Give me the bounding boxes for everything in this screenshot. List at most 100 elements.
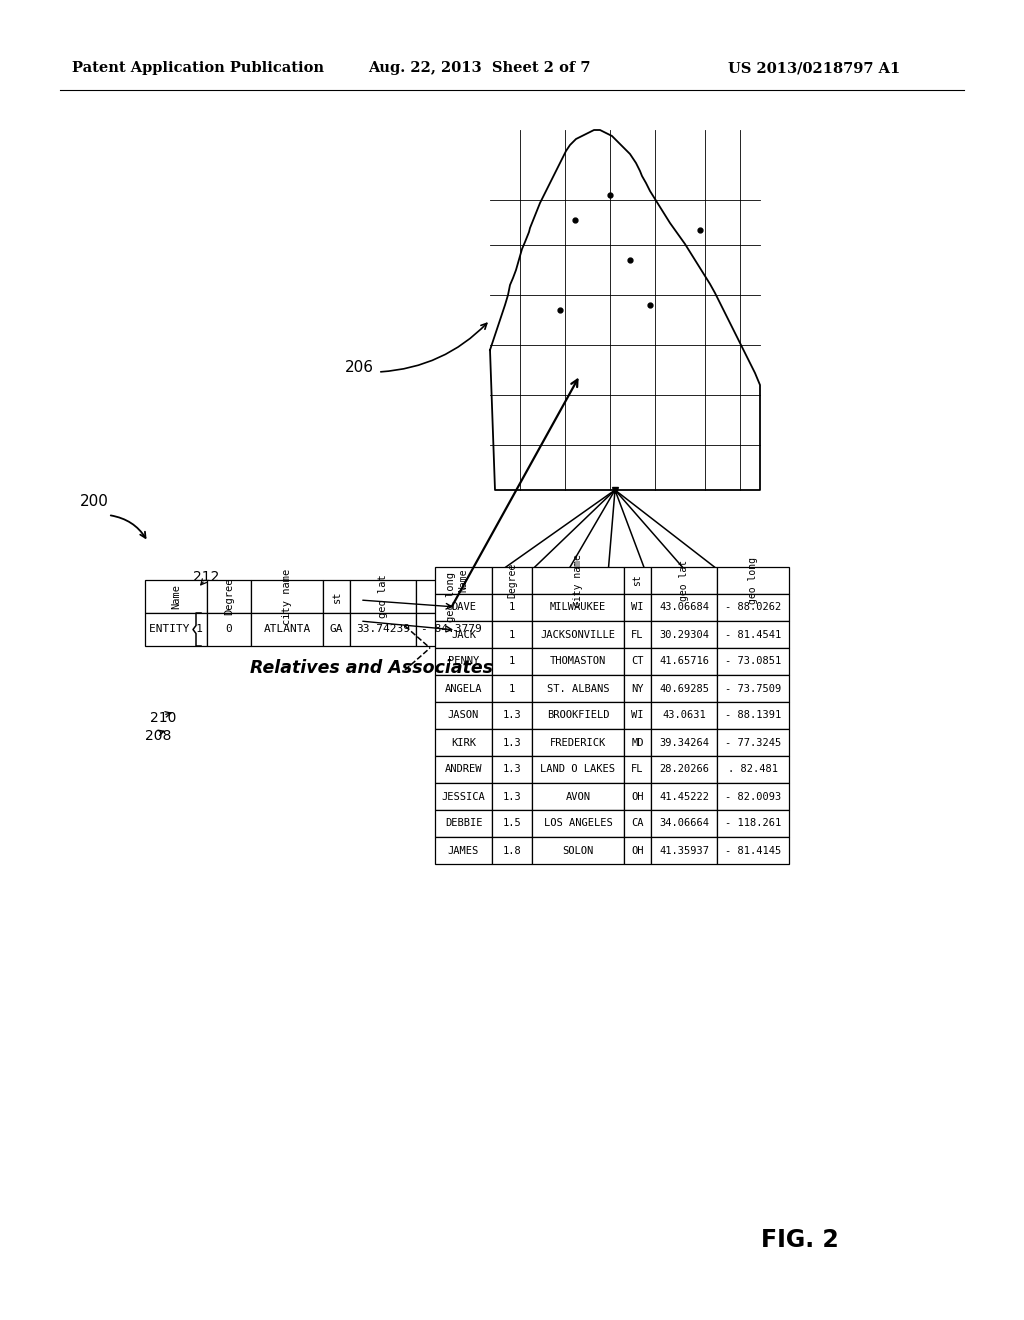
Text: DAVE: DAVE [451, 602, 476, 612]
Bar [207, 612, 251, 645]
Text: Patent Application Publication: Patent Application Publication [72, 61, 324, 75]
Bar [624, 568, 651, 594]
Text: geo lat: geo lat [378, 574, 388, 618]
Bar [416, 612, 486, 645]
Text: ST. ALBANS: ST. ALBANS [547, 684, 609, 693]
Text: 1.5: 1.5 [503, 818, 521, 829]
Text: JAMES: JAMES [447, 846, 479, 855]
Bar [624, 620, 651, 648]
Text: GA: GA [330, 624, 343, 635]
Text: 212: 212 [193, 570, 219, 583]
Bar [492, 702, 532, 729]
Text: 0: 0 [225, 624, 232, 635]
Text: NY: NY [631, 684, 644, 693]
Text: - 88.0262: - 88.0262 [725, 602, 781, 612]
Bar [492, 620, 532, 648]
Text: Name: Name [459, 569, 469, 593]
Bar [717, 594, 790, 620]
Bar [624, 594, 651, 620]
Bar [717, 620, 790, 648]
Text: 1.8: 1.8 [503, 846, 521, 855]
Text: - 73.0851: - 73.0851 [725, 656, 781, 667]
Bar [624, 837, 651, 865]
Text: AVON: AVON [565, 792, 591, 801]
Text: 208: 208 [145, 729, 171, 743]
Bar [532, 648, 624, 675]
Text: - 118.261: - 118.261 [725, 818, 781, 829]
Text: Degree: Degree [224, 578, 234, 615]
Bar [435, 594, 492, 620]
Text: LOS ANGELES: LOS ANGELES [544, 818, 612, 829]
Text: DEBBIE: DEBBIE [444, 818, 482, 829]
Bar [717, 568, 790, 594]
Text: 1.3: 1.3 [503, 792, 521, 801]
Text: Aug. 22, 2013  Sheet 2 of 7: Aug. 22, 2013 Sheet 2 of 7 [368, 61, 591, 75]
Bar [717, 837, 790, 865]
Bar [624, 756, 651, 783]
Text: SOLON: SOLON [562, 846, 594, 855]
Text: FL: FL [631, 764, 644, 775]
Text: 206: 206 [345, 360, 374, 375]
Bar [651, 729, 717, 756]
Bar [717, 702, 790, 729]
Bar [435, 783, 492, 810]
Bar [651, 620, 717, 648]
Text: ATLANTA: ATLANTA [263, 624, 310, 635]
Text: 1.3: 1.3 [503, 710, 521, 721]
Bar [435, 702, 492, 729]
Bar [435, 837, 492, 865]
Bar [651, 594, 717, 620]
Text: CT: CT [631, 656, 644, 667]
Text: city name: city name [282, 569, 292, 624]
Text: WI: WI [631, 602, 644, 612]
Text: 1.3: 1.3 [503, 738, 521, 747]
Bar [651, 810, 717, 837]
Bar [435, 568, 492, 594]
Text: Relatives and Associates: Relatives and Associates [250, 659, 493, 677]
Text: Degree: Degree [507, 562, 517, 598]
Bar [532, 675, 624, 702]
Bar [624, 783, 651, 810]
Bar [435, 810, 492, 837]
Bar [207, 579, 251, 612]
Bar [490, 129, 760, 490]
Bar [492, 594, 532, 620]
Text: 202: 202 [362, 589, 388, 603]
Text: BROOKFIELD: BROOKFIELD [547, 710, 609, 721]
Text: geo long: geo long [446, 572, 456, 622]
Text: 43.06684: 43.06684 [659, 602, 709, 612]
Bar [416, 579, 486, 612]
Text: LAND O LAKES: LAND O LAKES [541, 764, 615, 775]
Text: 40.69285: 40.69285 [659, 684, 709, 693]
Bar [145, 579, 207, 612]
Text: OH: OH [631, 792, 644, 801]
Text: . 82.481: . 82.481 [728, 764, 778, 775]
Text: 41.35937: 41.35937 [659, 846, 709, 855]
Text: - 73.7509: - 73.7509 [725, 684, 781, 693]
Text: 204: 204 [362, 609, 388, 623]
Bar [492, 810, 532, 837]
Bar [350, 579, 416, 612]
Text: CA: CA [631, 818, 644, 829]
Text: US 2013/0218797 A1: US 2013/0218797 A1 [728, 61, 900, 75]
Text: - 82.0093: - 82.0093 [725, 792, 781, 801]
Text: JASON: JASON [447, 710, 479, 721]
Bar [532, 810, 624, 837]
Bar [532, 620, 624, 648]
Bar [532, 594, 624, 620]
Bar [651, 648, 717, 675]
Text: st: st [332, 590, 341, 603]
Text: MILWAUKEE: MILWAUKEE [550, 602, 606, 612]
Bar [532, 783, 624, 810]
Bar [435, 648, 492, 675]
Bar [492, 568, 532, 594]
Text: - 81.4145: - 81.4145 [725, 846, 781, 855]
Bar [435, 620, 492, 648]
Text: 39.34264: 39.34264 [659, 738, 709, 747]
Bar [145, 612, 207, 645]
Text: MD: MD [631, 738, 644, 747]
Bar [492, 729, 532, 756]
Bar [492, 837, 532, 865]
Text: 1: 1 [509, 630, 515, 639]
Bar [651, 837, 717, 865]
